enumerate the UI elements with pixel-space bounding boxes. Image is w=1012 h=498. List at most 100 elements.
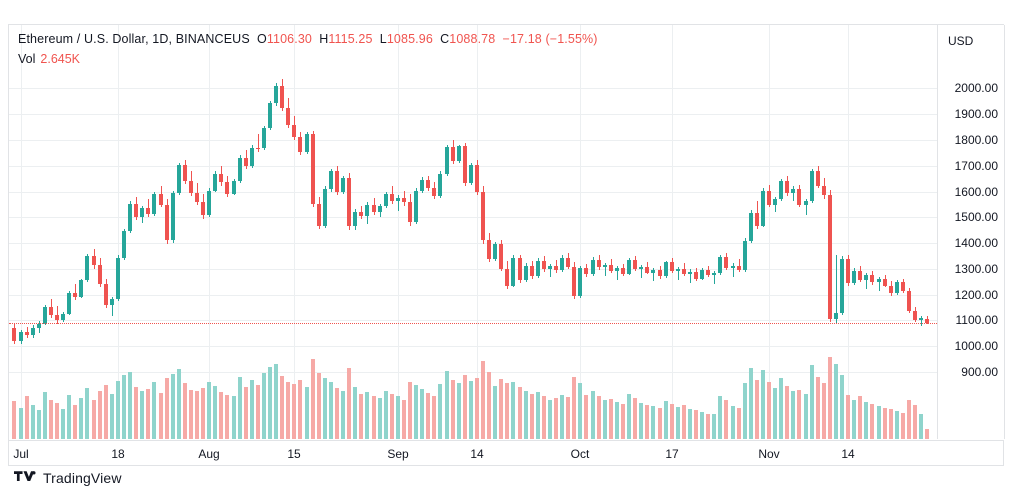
volume-bar bbox=[274, 363, 278, 439]
candle-body bbox=[889, 285, 893, 294]
volume-bar bbox=[883, 407, 887, 439]
candle-body bbox=[737, 265, 741, 271]
candle-body bbox=[840, 259, 844, 313]
volume-bar bbox=[438, 384, 442, 439]
volume-bar bbox=[785, 385, 789, 439]
volume-bar bbox=[189, 389, 193, 439]
volume-bar bbox=[895, 411, 899, 439]
volume-bar bbox=[341, 391, 345, 439]
volume-bar bbox=[317, 372, 321, 439]
candle-wick bbox=[739, 259, 740, 272]
volume-bar bbox=[67, 394, 71, 439]
volume-bar bbox=[913, 404, 917, 439]
volume-bar bbox=[305, 386, 309, 439]
volume-bar bbox=[743, 383, 747, 439]
candle-body bbox=[615, 268, 619, 271]
candle-wick bbox=[605, 263, 606, 276]
gridline-horizontal bbox=[9, 294, 937, 296]
candle-body bbox=[664, 262, 668, 276]
candle-body bbox=[311, 134, 315, 204]
volume-bar bbox=[627, 393, 631, 439]
volume-bar bbox=[61, 409, 65, 439]
gridline-vertical bbox=[848, 25, 849, 439]
candle-body bbox=[651, 270, 655, 273]
volume-bar bbox=[694, 410, 698, 439]
time-axis-label: 14 bbox=[841, 447, 855, 461]
tradingview-wordmark: TradingView bbox=[43, 470, 122, 486]
volume-bar bbox=[664, 401, 668, 439]
candle-body bbox=[390, 193, 394, 202]
candle-body bbox=[731, 265, 735, 268]
volume-bar bbox=[718, 396, 722, 439]
candle-wick bbox=[793, 186, 794, 202]
volume-bar bbox=[286, 381, 290, 439]
volume-bar bbox=[797, 389, 801, 439]
time-axis-label: 15 bbox=[287, 447, 301, 461]
legend-volume-value: 2.645K bbox=[40, 52, 81, 66]
price-axis[interactable]: USD 2000.00 1900.00 1800.00 1700.00 1600.00 1… bbox=[937, 25, 1005, 439]
volume-bar bbox=[384, 390, 388, 439]
tradingview-logo-icon bbox=[14, 471, 36, 482]
volume-bar bbox=[700, 411, 704, 439]
price-axis-label: 1800.00 bbox=[954, 132, 998, 147]
tradingview-branding[interactable]: TradingView bbox=[14, 470, 122, 486]
volume-bar bbox=[207, 381, 211, 439]
volume-bar bbox=[292, 384, 296, 439]
candle-body bbox=[347, 178, 351, 227]
volume-bar bbox=[37, 410, 41, 439]
candle-wick bbox=[866, 272, 867, 289]
candle-wick bbox=[836, 255, 837, 323]
candle-body bbox=[183, 165, 187, 182]
time-axis[interactable]: Jul 18 Aug 15 Sep 14 Oct 17 Nov 14 bbox=[8, 440, 1004, 466]
candle-body bbox=[822, 185, 826, 196]
gridline-horizontal bbox=[9, 165, 937, 167]
currency-label: USD bbox=[948, 34, 974, 48]
legend-open-value: 1106.30 bbox=[266, 32, 312, 46]
candle-body bbox=[688, 271, 692, 274]
candle-body bbox=[165, 204, 169, 240]
legend-symbol[interactable]: Ethereum / U.S. Dollar, 1D, BINANCEUS bbox=[18, 32, 250, 46]
price-axis-label: 1100.00 bbox=[955, 313, 999, 328]
volume-bar bbox=[238, 376, 242, 439]
price-axis-label: 1700.00 bbox=[954, 158, 998, 173]
gridline-vertical bbox=[209, 25, 210, 439]
legend-close-value: 1088.78 bbox=[449, 32, 496, 46]
candle-body bbox=[359, 211, 363, 216]
candle-body bbox=[712, 273, 716, 276]
volume-bar bbox=[402, 399, 406, 439]
volume-bar bbox=[554, 398, 558, 439]
candle-body bbox=[761, 190, 765, 226]
volume-bar bbox=[919, 414, 923, 439]
price-axis-label: 1400.00 bbox=[954, 236, 998, 251]
legend-change-value: −17.18 bbox=[502, 32, 542, 46]
volume-bar bbox=[511, 381, 515, 439]
price-axis-label: 2000.00 bbox=[954, 81, 998, 96]
candle-body bbox=[870, 275, 874, 283]
candle-body bbox=[505, 268, 509, 286]
volume-bar bbox=[134, 386, 138, 439]
candle-body bbox=[353, 211, 357, 227]
candle-wick bbox=[641, 264, 642, 278]
volume-bar bbox=[846, 394, 850, 439]
volume-bar bbox=[244, 387, 248, 439]
candle-body bbox=[901, 282, 905, 292]
candle-body bbox=[785, 181, 789, 193]
candle-body bbox=[883, 279, 887, 286]
volume-bar bbox=[323, 377, 327, 439]
candle-wick bbox=[921, 315, 922, 326]
candle-body bbox=[49, 306, 53, 316]
volume-bar bbox=[542, 396, 546, 439]
candle-body bbox=[724, 257, 728, 268]
candle-body bbox=[195, 192, 199, 202]
candle-body bbox=[402, 197, 406, 203]
candle-wick bbox=[258, 134, 259, 153]
price-axis-label: 900.00 bbox=[961, 364, 998, 379]
volume-bar bbox=[645, 404, 649, 439]
volume-bar bbox=[152, 382, 156, 439]
candle-body bbox=[852, 270, 856, 283]
volume-bar bbox=[505, 383, 509, 439]
chart-plot-area[interactable] bbox=[9, 25, 937, 439]
legend-low-value: 1085.96 bbox=[386, 32, 433, 46]
candle-body bbox=[414, 190, 418, 222]
volume-bar bbox=[658, 407, 662, 439]
